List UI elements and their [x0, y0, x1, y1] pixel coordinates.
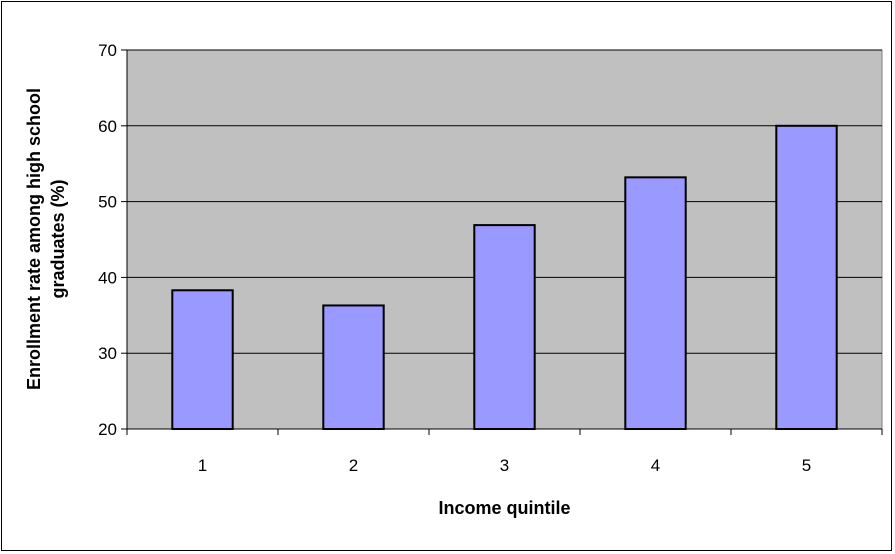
y-tick-label-70: 70	[98, 41, 117, 60]
x-tick-label-1: 1	[198, 456, 207, 475]
x-tick-label-2: 2	[349, 456, 358, 475]
bar-3	[473, 224, 536, 430]
y-axis-title-line-2: graduates (%)	[48, 179, 68, 298]
x-tick-label-3: 3	[500, 456, 509, 475]
bar-1	[171, 289, 234, 431]
y-tick-label-50: 50	[98, 193, 117, 212]
bar-5	[775, 124, 838, 431]
y-axis-title-line-1: Enrollment rate among high school	[24, 88, 44, 390]
y-tick-label-30: 30	[98, 344, 117, 363]
x-tick-labels: 1 2 3 4 5	[198, 456, 811, 475]
y-tick-label-40: 40	[98, 268, 117, 287]
bar-4	[624, 176, 687, 430]
y-tick-label-60: 60	[98, 117, 117, 136]
y-tick-labels: 20 30 40 50 60 70	[98, 41, 117, 439]
axes	[121, 49, 883, 435]
y-tick-label-20: 20	[98, 420, 117, 439]
bar-2	[322, 304, 385, 431]
bars	[171, 124, 838, 431]
x-tick-label-5: 5	[802, 456, 811, 475]
x-axis-title: Income quintile	[438, 498, 570, 518]
x-tick-label-4: 4	[651, 456, 660, 475]
